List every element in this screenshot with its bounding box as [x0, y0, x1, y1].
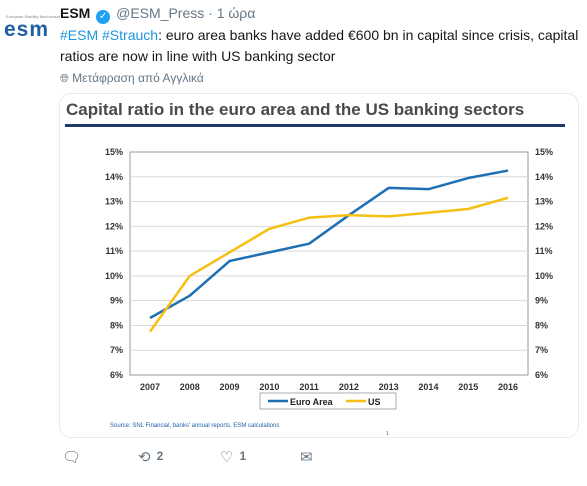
y-tick-label-right: 6% [535, 370, 548, 380]
chart-title: Capital ratio in the euro area and the U… [66, 100, 525, 119]
x-tick-label: 2010 [259, 382, 279, 392]
y-tick-label-left: 13% [105, 197, 123, 207]
y-tick-label-left: 11% [105, 246, 123, 256]
chart-source: Source: SNL Financial, banks' annual rep… [110, 423, 280, 429]
legend-label: US [368, 397, 381, 407]
retweet-count: 2 [156, 449, 164, 463]
tweet-actions: 🗨︎ ⟲ 2 ♡ 1 ✉ [60, 448, 360, 468]
author-handle[interactable]: @ESM_Press [116, 5, 205, 21]
retweet-icon: ⟲ [138, 449, 151, 466]
x-tick-label: 2015 [458, 382, 478, 392]
globe-icon: 🌐︎ [60, 73, 69, 85]
translate-link[interactable]: 🌐︎ Μετάφραση από Αγγλικά [60, 71, 204, 86]
x-tick-label: 2012 [339, 382, 359, 392]
avatar[interactable]: European Stability Mechanism esm [4, 14, 60, 54]
like-button[interactable]: ♡ 1 [220, 448, 246, 466]
y-tick-label-left: 7% [110, 345, 123, 355]
y-tick-label-right: 8% [535, 320, 548, 330]
title-rule [65, 124, 565, 127]
y-tick-label-right: 11% [535, 246, 553, 256]
series-line-euro-area [149, 169, 509, 320]
message-button[interactable]: ✉ [300, 448, 313, 466]
x-tick-label: 2014 [418, 382, 438, 392]
x-tick-label: 2016 [498, 382, 518, 392]
y-tick-label-left: 15% [105, 147, 123, 157]
x-tick-label: 2008 [180, 382, 200, 392]
x-tick-label: 2007 [140, 382, 160, 392]
plot-frame [129, 151, 529, 376]
separator: · [208, 5, 213, 21]
chart-card[interactable]: Capital ratio in the euro area and the U… [59, 93, 579, 438]
tweet-text: #ESM #Strauch: euro area banks have adde… [60, 25, 580, 67]
y-tick-label-right: 14% [535, 172, 553, 182]
x-tick-label: 2013 [379, 382, 399, 392]
avatar-caption: European Stability Mechanism [6, 14, 61, 19]
y-tick-label-left: 14% [105, 172, 123, 182]
legend-label: Euro Area [290, 397, 334, 407]
tweet-header: ESM ✓ @ESM_Press · 1 ώρα [60, 5, 255, 24]
hashtag-esm[interactable]: #ESM [60, 27, 99, 43]
y-tick-label-right: 9% [535, 296, 548, 306]
y-tick-label-right: 7% [535, 345, 548, 355]
y-tick-label-left: 6% [110, 370, 123, 380]
y-tick-label-right: 10% [535, 271, 553, 281]
y-tick-label-left: 8% [110, 320, 123, 330]
esm-logo: esm [4, 18, 50, 41]
reply-icon: 🗨︎ [62, 449, 82, 466]
x-tick-label: 2009 [220, 382, 240, 392]
y-tick-label-left: 12% [105, 221, 123, 231]
y-tick-label-right: 12% [535, 221, 553, 231]
y-tick-label-right: 15% [535, 147, 553, 157]
envelope-icon: ✉ [300, 449, 313, 466]
series-line-us [148, 196, 509, 333]
like-count: 1 [239, 449, 247, 463]
heart-icon: ♡ [220, 449, 234, 466]
x-tick-label: 2011 [299, 382, 319, 392]
legend-box [259, 392, 397, 410]
y-tick-label-right: 13% [535, 197, 553, 207]
line-chart: 6% 6% 7% 7% 8% 8% 9% 9% 10% 10% 11% 11% 12% 12% 13% 13%… [105, 147, 553, 410]
hashtag-strauch[interactable]: #Strauch [102, 27, 159, 43]
author-name[interactable]: ESM [60, 5, 91, 21]
verified-badge-icon: ✓ [96, 10, 111, 24]
retweet-button[interactable]: ⟲ 2 [138, 448, 163, 466]
tweet-timestamp[interactable]: 1 ώρα [216, 5, 256, 21]
reply-button[interactable]: 🗨︎ [62, 448, 81, 466]
translate-label: Μετάφραση από Αγγλικά [72, 71, 204, 85]
tweet-body: : euro area banks have added €600 bn in … [60, 27, 579, 64]
y-tick-label-left: 10% [105, 271, 123, 281]
y-tick-label-left: 9% [110, 296, 123, 306]
page-number: 1 [386, 431, 389, 437]
